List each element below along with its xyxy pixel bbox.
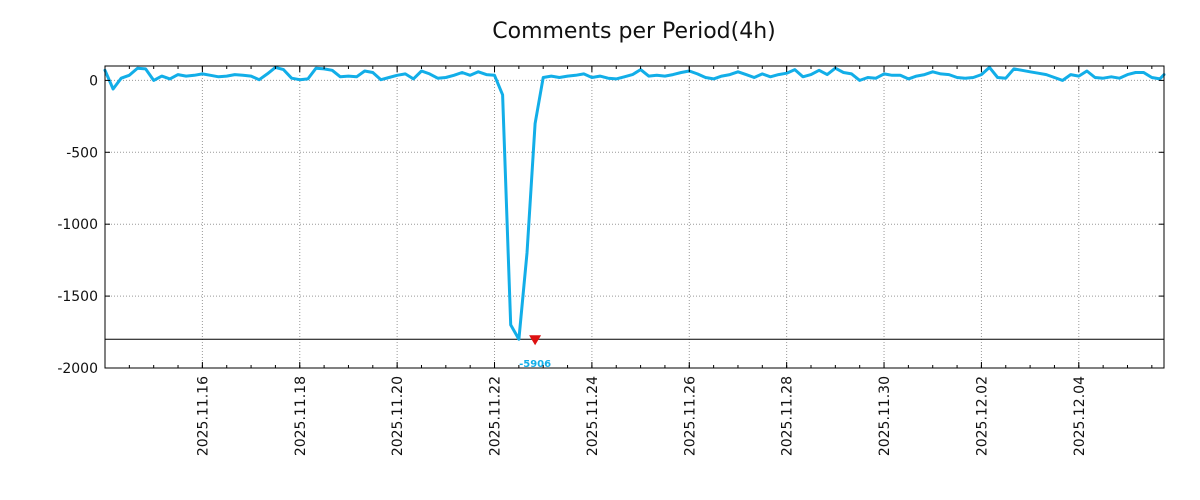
x-tick-label: 2025.11.16 <box>195 376 211 456</box>
x-tick-label: 2025.11.28 <box>780 376 796 456</box>
x-tick-label: 2025.11.20 <box>390 376 406 456</box>
grid <box>105 66 1164 368</box>
y-tick-label: -1000 <box>57 217 98 233</box>
x-axis: 2025.11.16 2025.11.18 2025.11.20 2025.11.22… <box>104 66 1153 456</box>
series-line <box>103 65 1166 341</box>
series-group <box>103 65 1166 341</box>
x-tick-label: 2025.11.30 <box>877 376 893 456</box>
chart-title: Comments per Period(4h) <box>492 19 776 44</box>
x-tick-label: 2025.11.22 <box>488 376 504 456</box>
x-tick-label: 2025.11.26 <box>682 376 698 456</box>
x-tick-label: 2025.12.02 <box>974 376 990 456</box>
x-tick-label: 2025.11.18 <box>293 376 309 456</box>
min-marker-group: -5906 <box>519 335 551 370</box>
y-tick-label: -1500 <box>57 289 98 305</box>
x-tick-label: 2025.12.04 <box>1072 376 1088 456</box>
y-axis: 0 -500 -1000 -1500 -2000 <box>57 73 1164 377</box>
min-value-label: -5906 <box>519 359 551 370</box>
x-tick-label: 2025.11.24 <box>585 376 601 456</box>
y-tick-label: -500 <box>66 145 98 161</box>
y-tick-label: 0 <box>89 73 98 89</box>
y-tick-label: -2000 <box>57 361 98 377</box>
plot-frame <box>104 65 1165 369</box>
min-marker <box>529 335 542 346</box>
